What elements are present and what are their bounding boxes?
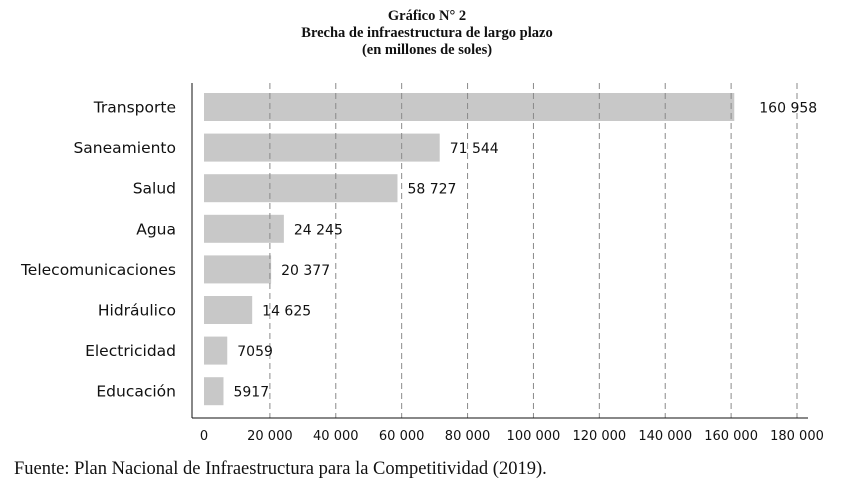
bar-electricidad bbox=[204, 336, 228, 365]
value-label: 20 377 bbox=[281, 263, 330, 279]
bar-salud bbox=[204, 174, 398, 203]
x-tick-label: 20 000 bbox=[247, 429, 293, 444]
value-label: 24 245 bbox=[294, 222, 343, 238]
category-label: Agua bbox=[136, 220, 176, 238]
x-tick-label: 100 000 bbox=[507, 429, 561, 444]
x-tick-label: 140 000 bbox=[638, 429, 692, 444]
chart-number: Gráfico N° 2 bbox=[387, 8, 467, 24]
value-label: 14 625 bbox=[262, 304, 311, 320]
x-tick-label: 40 000 bbox=[313, 429, 359, 444]
value-label: 5917 bbox=[233, 385, 269, 401]
x-tick-label: 0 bbox=[200, 429, 208, 444]
chart-heading: Gráfico N° 2 Brecha de infraestructura d… bbox=[0, 8, 854, 59]
category-label: Salud bbox=[133, 180, 176, 198]
bar-agua bbox=[204, 214, 284, 243]
x-tick-label: 160 000 bbox=[704, 429, 758, 444]
value-label: 7059 bbox=[237, 344, 273, 360]
category-label: Telecomunicaciones bbox=[20, 261, 176, 279]
category-label: Educación bbox=[96, 383, 176, 401]
x-tick-label: 60 000 bbox=[379, 429, 425, 444]
bar-hidráulico bbox=[204, 296, 253, 324]
value-label: 58 727 bbox=[407, 182, 456, 198]
category-label: Saneamiento bbox=[73, 139, 176, 157]
x-tick-label: 120 000 bbox=[572, 429, 626, 444]
bar-saneamiento bbox=[204, 133, 440, 162]
value-label: 71 544 bbox=[450, 141, 499, 157]
category-label: Hidráulico bbox=[98, 302, 176, 320]
x-tick-label: 80 000 bbox=[445, 429, 491, 444]
x-tick-label: 180 000 bbox=[770, 429, 824, 444]
bar-transporte bbox=[204, 93, 735, 121]
chart-title: Brecha de infraestructura de largo plazo bbox=[301, 25, 553, 41]
category-label: Electricidad bbox=[85, 342, 176, 360]
bar-educación bbox=[204, 377, 224, 406]
value-label: 160 958 bbox=[759, 101, 817, 117]
chart-subtitle: (en millones de soles) bbox=[361, 42, 493, 58]
category-label: Transporte bbox=[93, 99, 176, 117]
source-note: Fuente: Plan Nacional de Infraestructura… bbox=[14, 459, 547, 479]
bar-telecomunicaciones bbox=[204, 255, 272, 284]
